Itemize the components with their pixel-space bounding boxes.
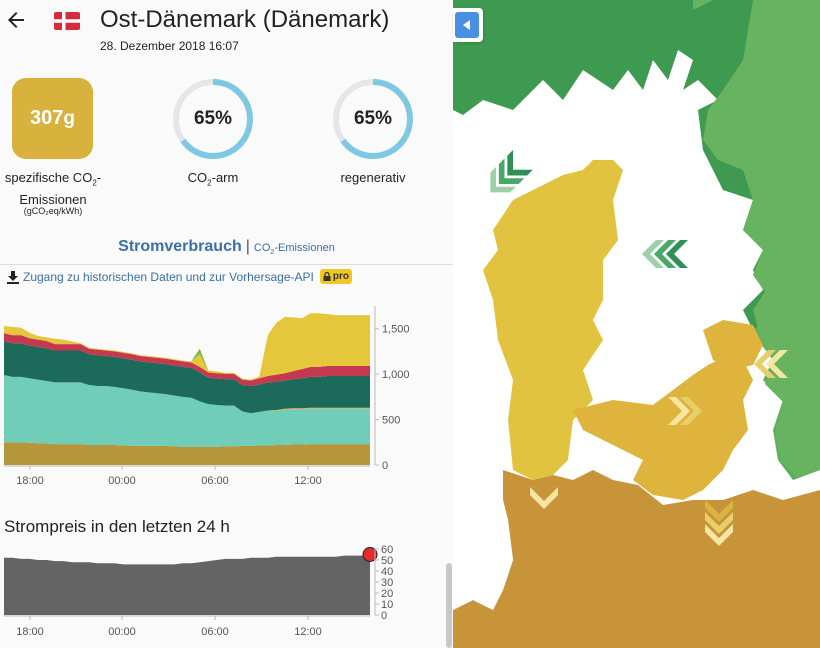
map-region-east-denmark	[573, 355, 753, 500]
low-carbon-ring	[173, 79, 253, 159]
price-y-tick-label: 30	[381, 577, 393, 589]
consumption-y-tick-label: 0	[382, 460, 388, 472]
tab-separator: |	[245, 238, 250, 255]
chevron-left-icon	[463, 20, 470, 30]
low-carbon-label: CO2-arm	[187, 170, 239, 188]
wind-arrow-icon	[490, 150, 533, 193]
map-region-west-denmark	[483, 160, 623, 480]
consumption-series-1	[4, 375, 370, 447]
consumption-y-tick-label: 1,000	[382, 369, 410, 381]
wind-arrow-icon	[668, 397, 702, 425]
consumption-series-5	[4, 313, 370, 381]
chart-tabs: Stromverbrauch | CO2-Emissionen	[0, 238, 453, 256]
price-x-tick-label: 06:00	[201, 626, 229, 638]
renewable-label: regenerativ	[340, 170, 406, 185]
co2-intensity-unit-note: (gCO₂eq/kWh)	[23, 206, 83, 216]
consumption-y-tick-label: 1,500	[382, 324, 410, 336]
renewable-value: 65%	[353, 108, 393, 129]
panel-scrollbar[interactable]	[446, 563, 452, 648]
low-carbon-value: 65%	[193, 108, 233, 129]
tab-electricity-consumption[interactable]: Stromverbrauch	[118, 238, 242, 255]
price-y-tick-label: 10	[381, 599, 393, 611]
tab-co2-emissions[interactable]: CO2-Emissionen	[253, 242, 335, 257]
consumption-series-0	[4, 442, 370, 465]
collapse-panel-button[interactable]	[453, 8, 483, 42]
wind-arrow-icon	[705, 500, 733, 546]
price-y-tick-label: 50	[381, 555, 393, 567]
consumption-x-tick-label: 12:00	[294, 475, 322, 487]
price-y-tick-label: 0	[381, 610, 387, 622]
wind-arrow-icon	[754, 350, 788, 378]
map-region-germany	[453, 470, 820, 648]
wind-arrow-icon	[530, 487, 558, 509]
consumption-y-tick-label: 500	[382, 415, 400, 427]
pro-badge: pro	[319, 269, 352, 284]
datetime: 28. Dezember 2018 16:07	[100, 39, 239, 53]
co2-intensity-value: 307	[30, 107, 64, 129]
map[interactable]	[453, 0, 820, 648]
zone-details-panel: Ost-Dänemark (Dänemark) 28. Dezember 201…	[0, 6, 453, 648]
wind-arrow-icon	[642, 240, 688, 268]
divider	[0, 264, 453, 265]
co2-intensity-unit: g	[63, 107, 75, 129]
consumption-chart: 0 500 1,000 1,500 18:00 00:00 06:00 12:00	[4, 306, 410, 487]
historical-data-link-text[interactable]: Zugang zu historischen Daten und zur Vor…	[23, 269, 314, 284]
price-x-tick-label: 18:00	[16, 626, 44, 638]
consumption-series-3	[4, 341, 370, 414]
zone-title: Ost-Dänemark (Dänemark)	[100, 6, 390, 33]
co2-intensity-box: 307 g	[12, 78, 93, 159]
map-canvas[interactable]	[453, 0, 820, 648]
current-price-marker[interactable]	[362, 547, 378, 562]
consumption-x-tick-label: 00:00	[108, 475, 136, 487]
co2-intensity-label: spezifische CO2- Emissionen	[4, 170, 102, 207]
arrow-left-icon[interactable]	[4, 8, 28, 32]
price-y-tick-label: 20	[381, 588, 393, 600]
price-x-tick-label: 12:00	[294, 626, 322, 638]
historical-data-link[interactable]: Zugang zu historischen Daten und zur Vor…	[6, 269, 352, 284]
lock-icon	[323, 272, 331, 281]
consumption-x-tick-label: 06:00	[201, 475, 229, 487]
price-y-tick-label: 60	[381, 544, 393, 556]
price-chart-title: Strompreis in den letzten 24 h	[4, 517, 230, 536]
download-icon	[7, 270, 19, 284]
price-x-tick-label: 00:00	[108, 626, 136, 638]
price-y-tick-label: 40	[381, 566, 393, 578]
denmark-flag-icon	[54, 12, 80, 30]
price-series	[4, 554, 370, 615]
renewable-ring	[333, 79, 413, 159]
consumption-x-tick-label: 18:00	[16, 475, 44, 487]
